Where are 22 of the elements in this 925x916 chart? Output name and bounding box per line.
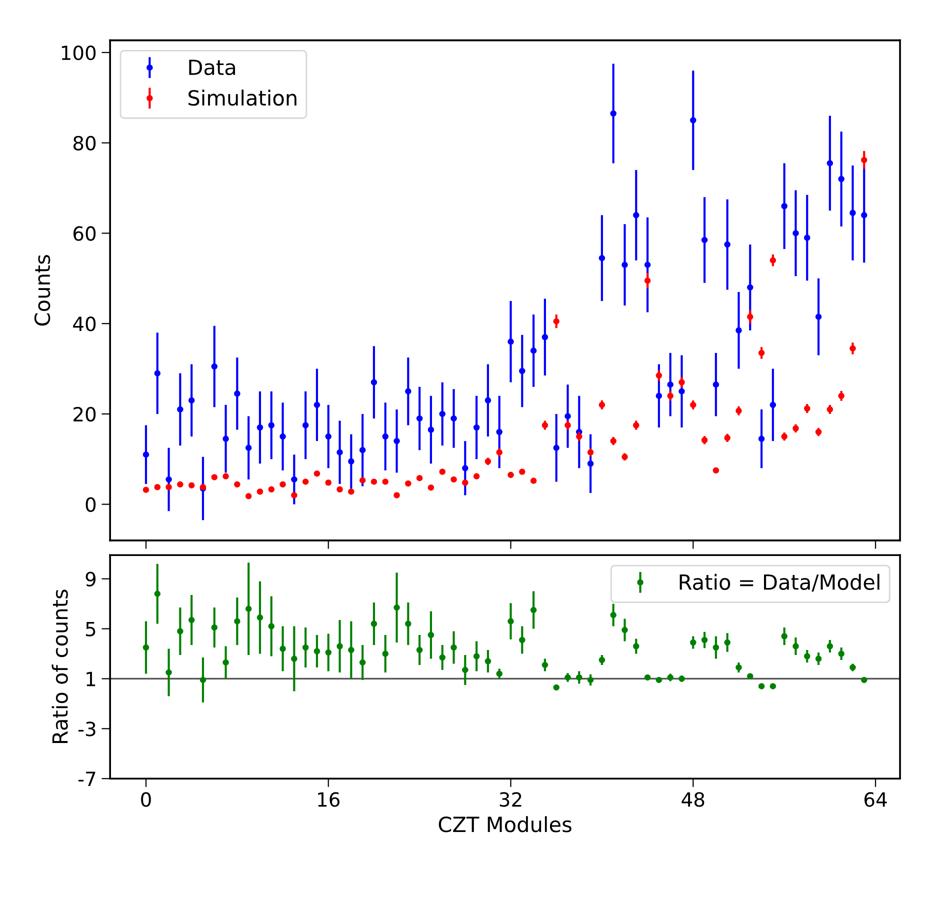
y-tick-label: 40 — [73, 316, 96, 332]
y-axis-title: Ratio of counts — [52, 590, 68, 744]
legend-label: Data — [189, 60, 236, 76]
x-tick-label: 64 — [864, 792, 887, 807]
y-tick-label: 0 — [86, 497, 96, 512]
y-tick-label: -7 — [78, 772, 96, 786]
y-tick-label: 5 — [86, 622, 96, 636]
x-axis-title: CZT Modules — [438, 816, 572, 832]
x-tick-label: 48 — [682, 792, 704, 807]
y-tick-label: 100 — [62, 45, 96, 60]
y-tick-label: 80 — [73, 136, 96, 151]
x-tick-label: 0 — [141, 792, 151, 807]
y-tick-label: 60 — [73, 226, 96, 241]
legend-label: Ratio = Data/Model — [680, 574, 880, 592]
y-axis-title: Counts — [34, 255, 50, 326]
x-tick-label: 32 — [500, 792, 522, 807]
y-tick-label: 9 — [86, 572, 96, 586]
legend-label: Simulation — [188, 90, 296, 106]
y-tick-label: -3 — [78, 722, 96, 736]
y-tick-label: 1 — [86, 672, 96, 686]
x-tick-label: 16 — [318, 792, 340, 807]
y-tick-label: 20 — [74, 406, 96, 422]
